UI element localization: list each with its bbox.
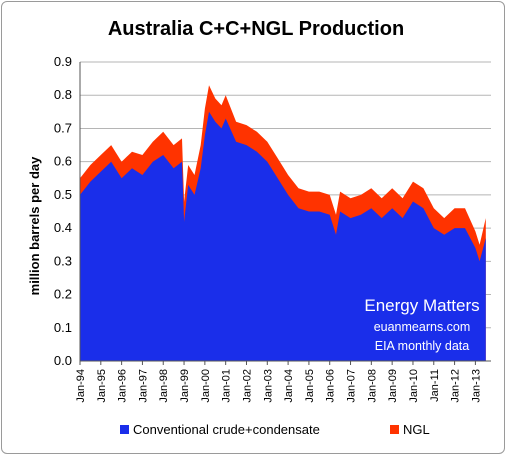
chart-annotations: Energy Matters euanmearns.com EIA monthl… [364, 296, 479, 353]
x-tick-label: Jan-00 [200, 369, 212, 403]
chart-title: Australia C+C+NGL Production [108, 18, 404, 40]
x-tick-label: Jan-08 [366, 369, 378, 403]
x-axis-ticks: Jan-94 Jan-95 Jan-96 Jan-97 Jan-98 Jan-99 Jan-… [75, 361, 482, 403]
x-tick-label: Jan-09 [387, 369, 399, 403]
x-tick-label: Jan-96 [117, 369, 129, 403]
x-tick-label: Jan-10 [408, 369, 420, 403]
x-tick-label: Jan-99 [179, 369, 191, 403]
x-tick-label: Jan-94 [75, 369, 87, 403]
x-tick-label: Jan-12 [450, 369, 462, 403]
legend-label-ngl: NGL [403, 422, 430, 437]
y-tick-label: 0.5 [54, 187, 72, 202]
y-tick-label: 0.9 [54, 54, 72, 69]
y-tick-label: 0.7 [54, 120, 72, 135]
y-tick-label: 0.2 [54, 287, 72, 302]
series-crude-area [80, 111, 486, 361]
x-tick-label: Jan-95 [96, 369, 108, 403]
y-tick-label: 0.8 [54, 87, 72, 102]
area-series [79, 62, 491, 362]
x-tick-label: Jan-13 [470, 369, 482, 403]
x-tick-label: Jan-06 [325, 369, 337, 403]
x-tick-label: Jan-05 [304, 369, 316, 403]
annotation-source: EIA monthly data [375, 339, 470, 353]
annotation-title: Energy Matters [364, 296, 479, 315]
legend-swatch-crude [120, 425, 129, 434]
y-tick-label: 0.1 [54, 320, 72, 335]
x-tick-label: Jan-03 [262, 369, 274, 403]
y-tick-label: 0.6 [54, 154, 72, 169]
legend-swatch-ngl [390, 425, 399, 434]
y-tick-label: 0.3 [54, 253, 72, 268]
x-tick-label: Jan-02 [241, 369, 253, 403]
legend: Conventional crude+condensate NGL [120, 422, 430, 437]
x-tick-label: Jan-04 [283, 369, 295, 403]
x-tick-label: Jan-97 [137, 369, 149, 403]
y-tick-label: 0.4 [54, 220, 72, 235]
x-tick-label: Jan-01 [221, 369, 233, 403]
y-axis-ticks: 0.0 0.1 0.2 0.3 0.4 0.5 0.6 0.7 0.8 0.9 [54, 54, 72, 368]
x-tick-label: Jan-98 [158, 369, 170, 403]
y-axis-label: million barrels per day [27, 156, 42, 295]
x-tick-label: Jan-07 [346, 369, 358, 403]
x-tick-label: Jan-11 [429, 369, 441, 402]
y-tick-label: 0.0 [54, 353, 72, 368]
annotation-site: euanmearns.com [374, 320, 471, 334]
legend-label-crude: Conventional crude+condensate [133, 422, 320, 437]
